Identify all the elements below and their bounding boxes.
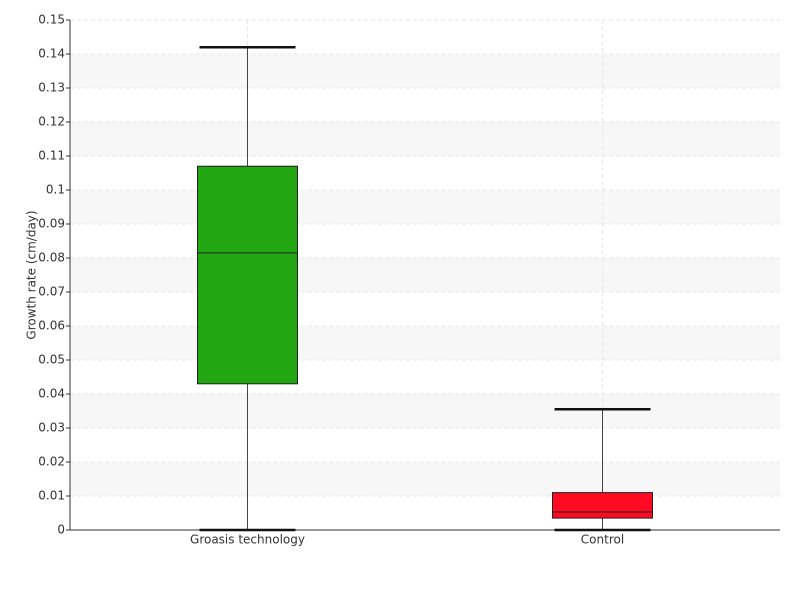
- grid-band: [70, 190, 780, 224]
- y-tick-label: 0.03: [38, 421, 65, 435]
- y-tick-label: 0.13: [38, 81, 65, 95]
- y-tick-label: 0.07: [38, 285, 65, 299]
- x-tick-label: Groasis technology: [190, 533, 305, 547]
- grid-band: [70, 326, 780, 360]
- y-tick-label: 0: [57, 523, 65, 537]
- box: [197, 165, 298, 385]
- y-tick-label: 0.08: [38, 251, 65, 265]
- y-tick-label: 0.09: [38, 217, 65, 231]
- y-tick-label: 0.15: [38, 13, 65, 27]
- y-tick-label: 0.05: [38, 353, 65, 367]
- x-tick-label: Control: [581, 533, 624, 547]
- grid-band: [70, 122, 780, 156]
- y-tick-label: 0.12: [38, 115, 65, 129]
- grid-band: [70, 394, 780, 428]
- grid-band: [70, 462, 780, 496]
- y-tick-label: 0.11: [38, 149, 65, 163]
- y-tick-label: 0.1: [46, 183, 65, 197]
- y-tick-label: 0.06: [38, 319, 65, 333]
- y-tick-label: 0.04: [38, 387, 65, 401]
- y-axis-label: Growth rate (cm/day): [25, 210, 39, 339]
- box: [552, 492, 653, 519]
- grid-band: [70, 258, 780, 292]
- y-tick-label: 0.14: [38, 47, 65, 61]
- grid-band: [70, 54, 780, 88]
- y-tick-label: 0.01: [38, 489, 65, 503]
- y-tick-label: 0.02: [38, 455, 65, 469]
